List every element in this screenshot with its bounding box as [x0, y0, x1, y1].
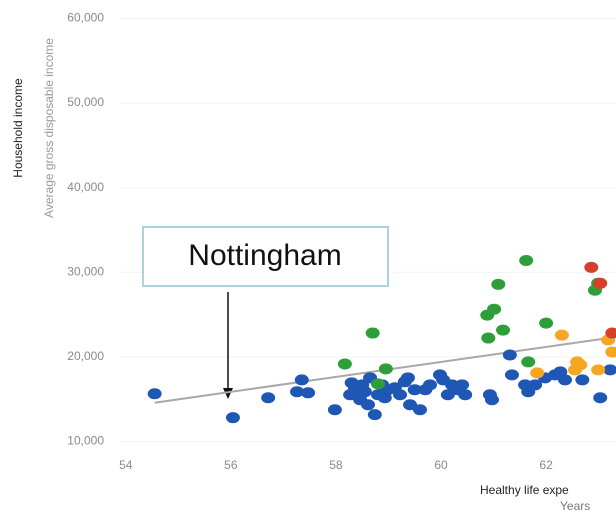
- y-tick-label: 10,000: [67, 434, 104, 448]
- y-axis-title: Household income: [11, 78, 25, 178]
- point: [539, 317, 554, 329]
- point: [337, 358, 352, 370]
- point: [593, 277, 608, 289]
- point: [422, 379, 437, 391]
- x-tick-label: 58: [329, 458, 343, 472]
- annotation: Nottingham: [188, 239, 341, 272]
- x-tick-label: 62: [539, 458, 553, 472]
- x-tick-label: 56: [224, 458, 238, 472]
- y-axis-subtitle: Average gross disposable income: [42, 38, 56, 218]
- point: [413, 404, 428, 416]
- point: [367, 409, 382, 421]
- point: [504, 369, 519, 381]
- y-tick-label: 60,000: [67, 11, 104, 25]
- point: [591, 364, 606, 376]
- point: [225, 412, 240, 424]
- point: [605, 346, 616, 358]
- point: [365, 327, 380, 339]
- point: [481, 332, 496, 344]
- point: [584, 261, 599, 273]
- point: [455, 379, 470, 391]
- point: [393, 389, 408, 401]
- point: [357, 386, 372, 398]
- x-axis-title: Healthy life expe: [480, 483, 569, 497]
- point: [327, 404, 342, 416]
- point: [147, 388, 162, 400]
- point: [484, 394, 499, 406]
- point: [554, 329, 569, 341]
- point: [403, 399, 418, 411]
- point: [290, 386, 305, 398]
- point: [301, 387, 316, 399]
- x-tick-label: 60: [434, 458, 448, 472]
- point: [605, 327, 616, 339]
- point: [528, 379, 543, 391]
- point: [378, 363, 393, 375]
- point: [261, 392, 276, 404]
- point: [487, 303, 502, 315]
- point: [502, 349, 517, 361]
- y-tick-label: 20,000: [67, 349, 104, 363]
- point: [294, 374, 309, 386]
- point: [496, 324, 511, 336]
- point: [407, 384, 422, 396]
- point: [519, 254, 534, 266]
- y-tick-label: 40,000: [67, 180, 104, 194]
- x-tick-label: 54: [119, 458, 133, 472]
- y-tick-label: 50,000: [67, 95, 104, 109]
- point: [558, 374, 573, 386]
- point: [603, 364, 616, 376]
- point: [530, 367, 545, 379]
- point: [521, 356, 536, 368]
- point: [440, 389, 455, 401]
- point: [593, 392, 608, 404]
- point: [370, 378, 385, 390]
- point: [491, 278, 506, 290]
- arrow-head: [223, 388, 233, 399]
- point: [575, 374, 590, 386]
- y-tick-label: 30,000: [67, 264, 104, 278]
- x-axis-subtitle: Years: [560, 499, 590, 513]
- point: [360, 399, 375, 411]
- point: [573, 359, 588, 371]
- point: [400, 372, 415, 384]
- annotation-box: [142, 226, 389, 287]
- point: [458, 389, 473, 401]
